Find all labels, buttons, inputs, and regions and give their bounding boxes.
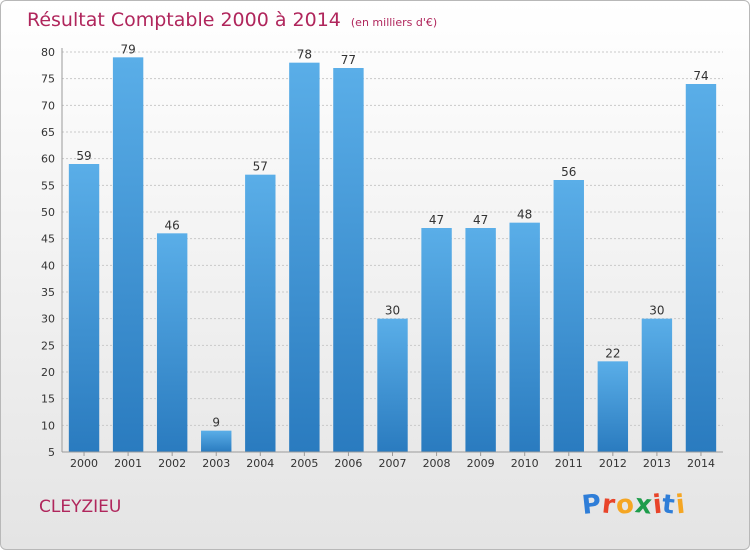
y-tick-label: 65	[41, 126, 55, 139]
y-tick-label: 40	[41, 259, 55, 272]
x-tick-label: 2003	[202, 457, 230, 470]
x-tick-label: 2012	[599, 457, 627, 470]
axes	[61, 48, 723, 456]
bar	[509, 222, 540, 452]
y-tick-label: 60	[41, 153, 55, 166]
bar	[68, 164, 100, 452]
bar-value-label: 79	[120, 42, 135, 56]
x-tick-label: 2010	[511, 457, 539, 470]
y-tick-label: 20	[41, 366, 55, 379]
bar-value-label: 30	[649, 304, 664, 318]
bar	[421, 228, 452, 452]
bar-value-label: 57	[253, 160, 268, 174]
x-tick-label: 2000	[70, 457, 98, 470]
x-tick-label: 2008	[423, 457, 451, 470]
bar	[553, 180, 584, 452]
bar	[377, 318, 408, 452]
x-tick-label: 2009	[467, 457, 495, 470]
logo-letter: i	[674, 489, 688, 521]
place-name: CLEYZIEU	[39, 497, 122, 517]
bar	[597, 361, 629, 452]
bar-value-label: 22	[605, 346, 620, 360]
bar	[641, 318, 673, 452]
y-tick-label: 70	[41, 99, 55, 112]
bar-value-label: 47	[429, 213, 444, 227]
bar	[156, 233, 188, 452]
x-tick-label: 2006	[334, 457, 362, 470]
y-tick-label: 50	[41, 206, 55, 219]
y-tick-label: 25	[41, 339, 55, 352]
y-tick-label: 55	[41, 179, 55, 192]
bar-value-label: 9	[212, 416, 220, 430]
bar-value-label: 78	[297, 48, 312, 62]
bar	[685, 84, 717, 452]
y-tick-label: 15	[41, 393, 55, 406]
bar-value-label: 74	[693, 69, 708, 83]
chart-subtitle: (en milliers d'€)	[350, 16, 438, 29]
x-tick-label: 2004	[246, 457, 274, 470]
y-tick-label: 5	[48, 446, 55, 459]
bar-value-label: 48	[517, 208, 532, 222]
x-tick-label: 2002	[158, 457, 186, 470]
bar-value-label: 56	[561, 165, 576, 179]
bar-value-label: 77	[341, 53, 356, 67]
x-tick-label: 2001	[114, 457, 142, 470]
bar	[112, 57, 144, 452]
bar	[245, 174, 276, 452]
y-tick-label: 10	[41, 419, 55, 432]
bars	[68, 57, 717, 453]
bar-value-label: 59	[76, 149, 91, 163]
bar-value-label: 30	[385, 304, 400, 318]
x-tick-label: 2014	[687, 457, 715, 470]
bar	[289, 62, 320, 453]
bar	[333, 68, 364, 452]
chart-title-group: Résultat Comptable 2000 à 2014 (en millie…	[27, 7, 437, 36]
bar-value-label: 47	[473, 213, 488, 227]
x-tick-label: 2013	[643, 457, 671, 470]
y-tick-label: 35	[41, 286, 55, 299]
proxiti-logo: Proxiti	[580, 488, 688, 522]
bar-value-label: 46	[165, 218, 180, 232]
x-tick-label: 2011	[555, 457, 583, 470]
bar	[201, 430, 232, 452]
y-tick-label: 30	[41, 313, 55, 326]
labels: 5 10 15 20 25 30 35 40 45 50 55 60 65 70 75 80 59 2000 79 2…	[41, 42, 715, 470]
bar	[465, 228, 496, 452]
y-tick-label: 75	[41, 73, 55, 86]
chart-title: Résultat Comptable 2000 à 2014	[27, 9, 341, 31]
y-tick-label: 80	[41, 46, 55, 59]
x-tick-label: 2007	[379, 457, 407, 470]
x-tick-label: 2005	[290, 457, 318, 470]
y-tick-label: 45	[41, 233, 55, 246]
